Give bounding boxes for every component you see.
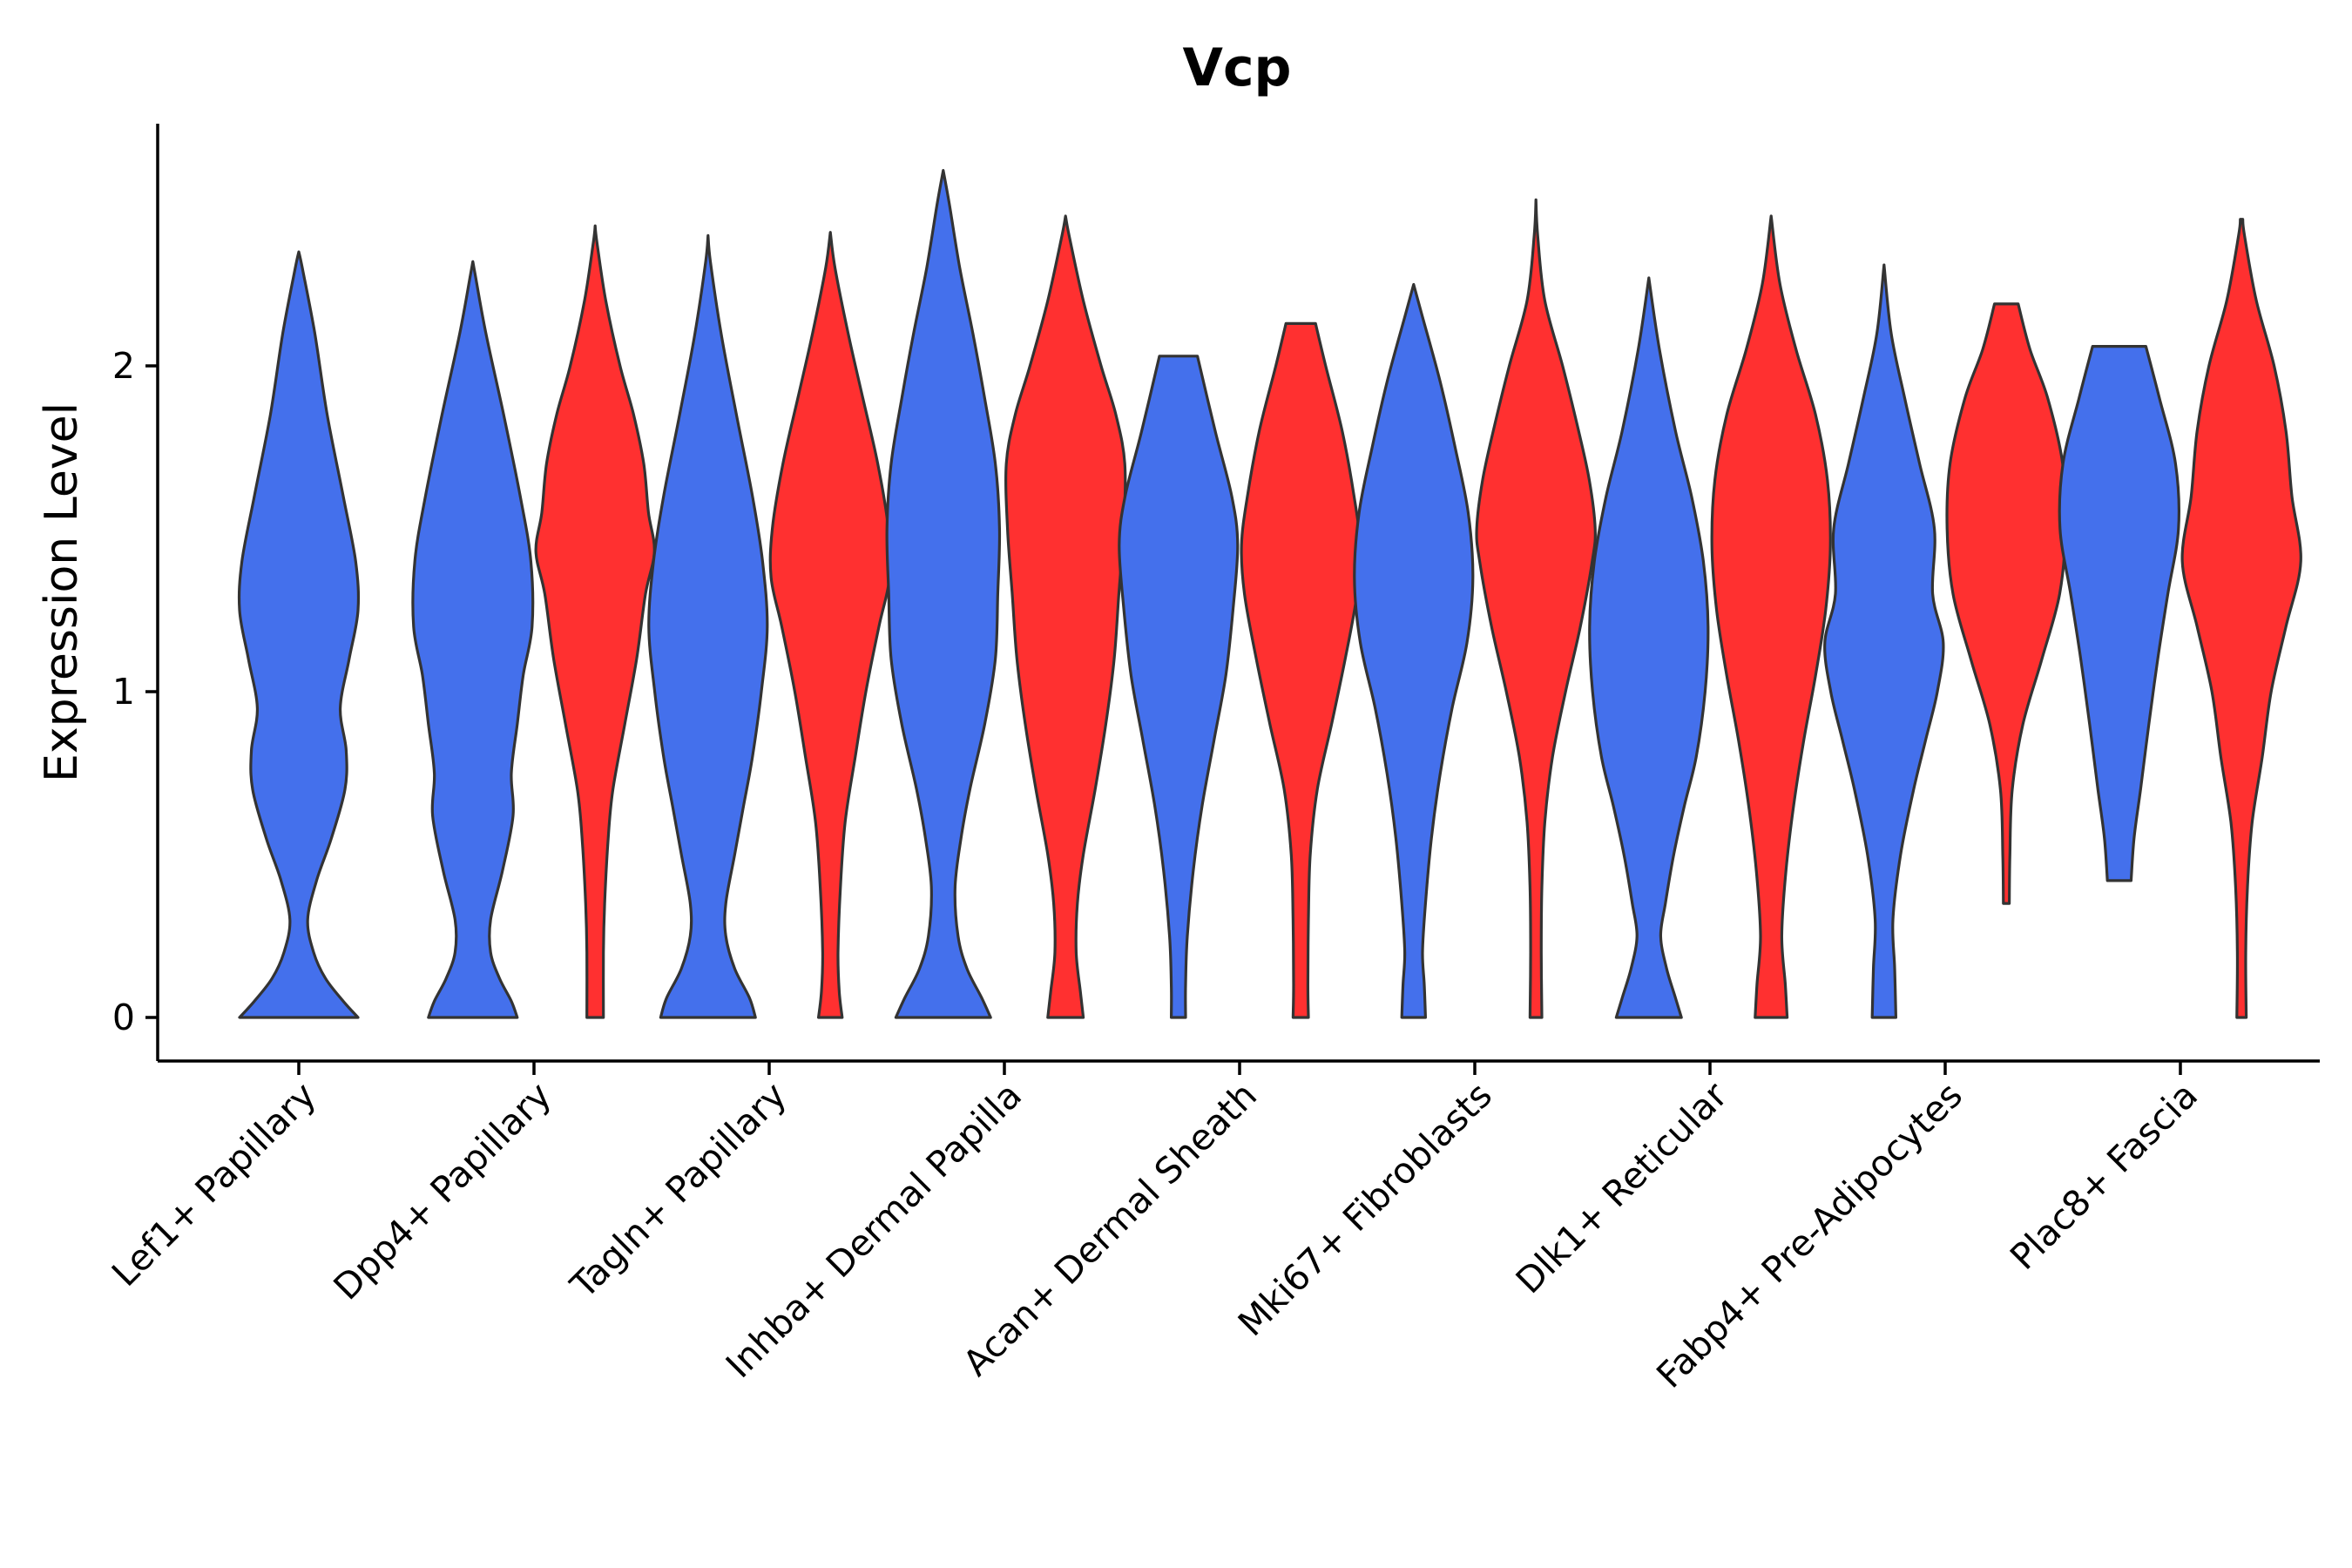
violin-blue-2	[647, 233, 769, 1019]
violin-red-4	[1240, 321, 1362, 1019]
violin-red-3	[1004, 214, 1127, 1019]
violin-blue-6	[1588, 276, 1710, 1019]
violin-red-5	[1475, 198, 1597, 1019]
violin-blue-1	[411, 260, 535, 1019]
x-tick-label: Dlk1+ Reticular	[1508, 1074, 1735, 1301]
x-tick-label: Dpp4+ Papillary	[326, 1074, 559, 1308]
x-tick-label: Plac8+ Fascia	[2002, 1074, 2206, 1278]
violin-red-2	[768, 231, 892, 1019]
violin-blue-0	[237, 250, 361, 1019]
violins-layer	[237, 169, 2302, 1019]
violin-red-7	[1945, 302, 2068, 905]
violin-red-8	[2180, 218, 2302, 1019]
violin-blue-7	[1823, 263, 1945, 1019]
y-tick-label: 0	[112, 997, 135, 1038]
y-axis-label: Expression Level	[36, 402, 88, 782]
y-tick-label: 2	[112, 345, 135, 387]
y-tick-label: 1	[112, 671, 135, 713]
violin-blue-5	[1353, 282, 1475, 1019]
violin-blue-4	[1118, 355, 1240, 1019]
violin-blue-8	[2058, 345, 2180, 882]
x-tick-label: Mki67+ Fibroblasts	[1230, 1074, 1500, 1344]
violin-red-1	[534, 224, 656, 1019]
x-tick-label: Lef1+ Papillary	[104, 1074, 324, 1294]
chart-title: Vcp	[1183, 37, 1292, 98]
violin-red-6	[1710, 214, 1832, 1019]
x-tick-label: Tagln+ Papillary	[562, 1074, 794, 1307]
x-ticks: Lef1+ Papillary Dpp4+ Papillary Tagln+ Pap…	[104, 1061, 2206, 1396]
y-ticks: 0 1 2	[112, 345, 158, 1038]
violin-blue-3	[885, 169, 1002, 1019]
